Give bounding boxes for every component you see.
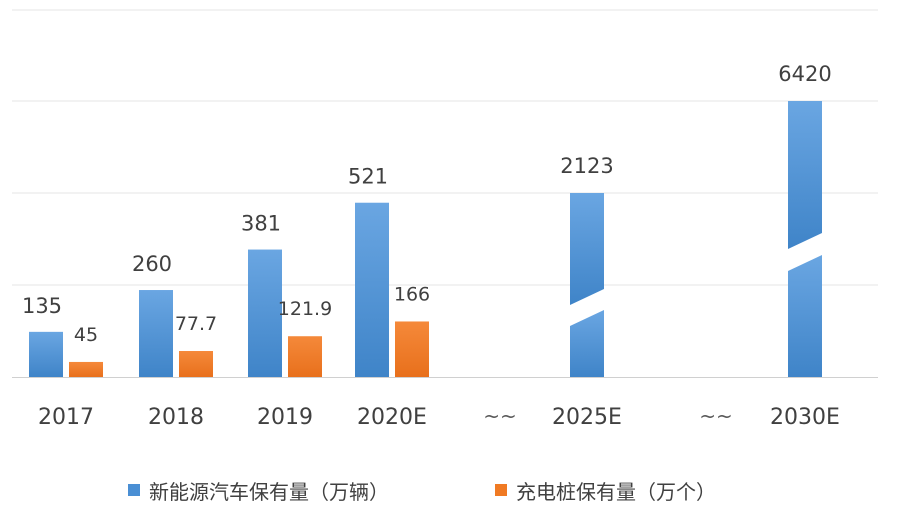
bar-2018-ev (139, 290, 173, 377)
legend-item-ev-swatch (128, 484, 140, 496)
x-axis: 2017 2018 2019 2020E ~~ 2025E ~~ 2030E (38, 404, 840, 430)
bar-2017-charger (69, 361, 103, 377)
bar-2030E-upper (788, 101, 822, 249)
legend: 新能源汽车保有量（万辆） 充电桩保有量（万个） (128, 480, 716, 504)
bar-2030E-lower (788, 255, 822, 377)
bar-2025E-upper (570, 193, 604, 305)
legend-item-ev-label: 新能源汽车保有量（万辆） (149, 480, 389, 504)
gridlines (12, 9, 878, 378)
data-label: 260 (132, 252, 172, 276)
data-label: 6420 (778, 62, 831, 86)
bar-2018-charger (179, 351, 213, 377)
data-label: 45 (74, 324, 98, 346)
data-label: 381 (241, 212, 281, 236)
data-label: 77.7 (175, 313, 217, 335)
bar-2020E-ev (355, 202, 389, 377)
legend-item-charger-label: 充电桩保有量（万个） (516, 480, 716, 504)
bar-2017-ev (29, 331, 63, 377)
x-tick-label: 2019 (257, 405, 313, 430)
bar-2019-ev (248, 249, 282, 377)
axis-break-marker: ~~ (699, 404, 733, 428)
data-label: 166 (394, 283, 430, 305)
data-label: 121.9 (278, 298, 332, 320)
data-labels: 135 45 260 77.7 381 121.9 521 166 2123 6420 (22, 62, 832, 346)
bar-2019-charger (288, 336, 322, 377)
bar-2020E-charger (395, 321, 429, 377)
legend-item-charger-swatch (495, 484, 507, 496)
axis-break-marker: ~~ (483, 404, 517, 428)
x-tick-label: 2030E (770, 405, 840, 430)
data-label: 2123 (560, 154, 613, 178)
x-tick-label: 2025E (552, 405, 622, 430)
data-label: 135 (22, 294, 62, 318)
bars (29, 101, 822, 377)
bar-2025E-lower (570, 310, 604, 377)
x-tick-label: 2018 (148, 405, 204, 430)
data-label: 521 (348, 165, 388, 189)
x-tick-label: 2017 (38, 405, 94, 430)
x-tick-label: 2020E (357, 405, 427, 430)
